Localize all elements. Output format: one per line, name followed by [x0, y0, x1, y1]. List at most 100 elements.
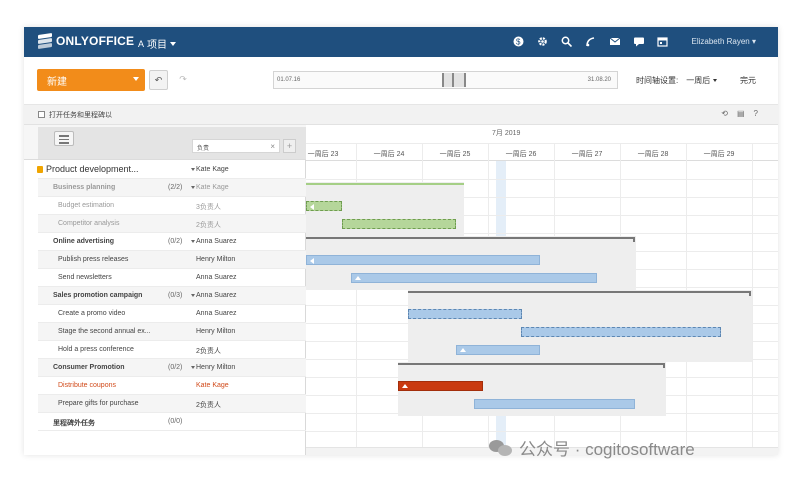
- task-responsible: Anna Suarez: [196, 310, 237, 317]
- redo-button[interactable]: ↷: [179, 74, 187, 84]
- milestone-row[interactable]: Business planning (2/2) Kate Kage: [38, 179, 306, 197]
- milestone-summary-bar[interactable]: [398, 363, 665, 368]
- task-name: Publish press releases: [58, 256, 129, 263]
- chevron-down-icon[interactable]: [191, 240, 195, 243]
- timeline-zoom: 时间轴设置: 一周后: [636, 75, 718, 86]
- task-name: Budget estimation: [58, 202, 115, 209]
- help-icon[interactable]: ?: [753, 109, 758, 118]
- mail-icon[interactable]: [608, 35, 621, 48]
- row-divider: [306, 215, 778, 216]
- range-slider-handle[interactable]: [442, 73, 466, 87]
- task-row[interactable]: Prepare gifts for purchase 2负责人: [38, 395, 306, 413]
- project-row[interactable]: Product development... Kate Kage: [37, 161, 306, 179]
- summary-end-tick: [663, 363, 665, 368]
- range-end-date: 31.08.20: [587, 77, 611, 83]
- task-name: Prepare gifts for purchase: [58, 400, 139, 407]
- new-button[interactable]: 新建: [37, 69, 145, 91]
- task-row[interactable]: Budget estimation 3负责人: [38, 197, 306, 215]
- milestone-row[interactable]: 里程碑外任务 (0/0): [38, 413, 306, 431]
- task-bar[interactable]: [474, 399, 635, 409]
- task-bar[interactable]: [456, 345, 540, 355]
- milestone-row[interactable]: Sales promotion campaign (0/3) Anna Suarez: [38, 287, 306, 305]
- milestone-summary-bar[interactable]: [306, 237, 635, 242]
- task-bar[interactable]: [351, 273, 597, 283]
- week-divider: [356, 143, 357, 455]
- feed-icon[interactable]: [584, 35, 597, 48]
- milestone-summary-bar[interactable]: [306, 183, 464, 185]
- watermark: 公众号 · cogitosoftware: [489, 435, 695, 460]
- task-bar[interactable]: [306, 201, 342, 211]
- row-divider: [306, 431, 778, 432]
- arrow-up-icon: [402, 384, 408, 388]
- chevron-down-icon: ▾: [751, 37, 756, 46]
- task-bar[interactable]: [342, 219, 456, 229]
- task-row[interactable]: Send newsletters Anna Suarez: [38, 269, 306, 287]
- search-icon[interactable]: [560, 35, 573, 48]
- task-name: Sales promotion campaign: [53, 292, 143, 299]
- task-bar[interactable]: [521, 327, 721, 337]
- task-table-header: 负责 × +: [24, 125, 306, 160]
- dollar-icon[interactable]: $: [512, 35, 525, 48]
- print-icon[interactable]: ▤: [736, 109, 745, 118]
- complete-button[interactable]: 完元: [740, 76, 756, 85]
- show-tasks-label: 打开任务和里程碑以: [49, 112, 112, 119]
- horizontal-scrollbar[interactable]: [306, 447, 778, 455]
- onlyoffice-logo[interactable]: ONLYOFFICE: [38, 33, 134, 49]
- timeline-range-slider[interactable]: 01.07.16 31.08.20: [273, 71, 618, 89]
- task-bar-overdue[interactable]: [398, 381, 483, 391]
- task-row[interactable]: Hold a press conference 2负责人: [38, 341, 306, 359]
- zoom-select[interactable]: 一周后: [686, 75, 718, 86]
- gear-icon[interactable]: [536, 35, 549, 48]
- undo-button[interactable]: ↶: [149, 70, 168, 90]
- task-name: Consumer Promotion: [53, 364, 125, 371]
- week-label: 一周后 25: [439, 151, 471, 158]
- lock-icon: [37, 166, 43, 173]
- close-icon[interactable]: ×: [270, 142, 275, 151]
- calendar-icon[interactable]: [656, 35, 669, 48]
- owner-filter-input[interactable]: 负责 ×: [192, 139, 280, 153]
- refresh-icon[interactable]: ⟲: [721, 109, 728, 118]
- task-name: Stage the second annual ex...: [58, 328, 151, 335]
- chevron-down-icon[interactable]: [191, 366, 195, 369]
- task-bar[interactable]: [306, 255, 540, 265]
- task-responsible: 2负责人: [196, 222, 221, 229]
- chevron-down-icon[interactable]: [191, 294, 195, 297]
- range-start-date: 01.07.16: [277, 77, 301, 83]
- row-divider: [306, 197, 778, 198]
- chevron-down-icon[interactable]: [191, 168, 195, 171]
- chevron-down-icon[interactable]: [191, 186, 195, 189]
- module-switcher[interactable]: A 项目: [138, 36, 177, 51]
- task-responsible: 2负责人: [196, 402, 221, 409]
- task-progress: (0/2): [168, 238, 183, 245]
- milestone-row[interactable]: Online advertising (0/2) Anna Suarez: [38, 233, 306, 251]
- user-menu[interactable]: Elizabeth Rayen ▾: [691, 37, 756, 46]
- task-progress: (0/0): [168, 418, 183, 425]
- task-name: Online advertising: [53, 238, 115, 245]
- task-row[interactable]: Stage the second annual ex... Henry Milto…: [38, 323, 306, 341]
- svg-text:$: $: [516, 38, 521, 47]
- task-responsible: 2负责人: [196, 348, 221, 355]
- show-tasks-checkbox[interactable]: [38, 111, 45, 118]
- arrow-up-icon: [355, 276, 361, 280]
- month-label: 7月 2019: [492, 130, 521, 137]
- task-row[interactable]: Distribute coupons Kate Kage: [38, 377, 306, 395]
- task-row[interactable]: Create a promo video Anna Suarez: [38, 305, 306, 323]
- task-responsible: Henry Milton: [196, 364, 236, 371]
- task-row[interactable]: Publish press releases Henry Milton: [38, 251, 306, 269]
- task-progress: (2/2): [168, 184, 183, 191]
- menu-icon[interactable]: [54, 131, 74, 146]
- row-divider: [306, 233, 778, 234]
- toolbar: 新建 ↶ ↷ 01.07.16 31.08.20 时间轴设置: 一周后 完元: [24, 57, 778, 105]
- task-responsible: Kate Kage: [196, 382, 229, 389]
- task-row[interactable]: Competitor analysis 2负责人: [38, 215, 306, 233]
- task-name: 里程碑外任务: [53, 420, 95, 427]
- milestone-row[interactable]: Consumer Promotion (0/2) Henry Milton: [38, 359, 306, 377]
- chat-icon[interactable]: [632, 35, 645, 48]
- options-bar: 打开任务和里程碑以 ⟲ ▤ ?: [24, 105, 778, 125]
- week-label: 一周后 24: [373, 151, 405, 158]
- task-bar[interactable]: [408, 309, 522, 319]
- logo-icon: [38, 33, 52, 49]
- add-column-button[interactable]: +: [283, 139, 296, 153]
- milestone-summary-bar[interactable]: [408, 291, 751, 296]
- summary-end-tick: [633, 237, 635, 242]
